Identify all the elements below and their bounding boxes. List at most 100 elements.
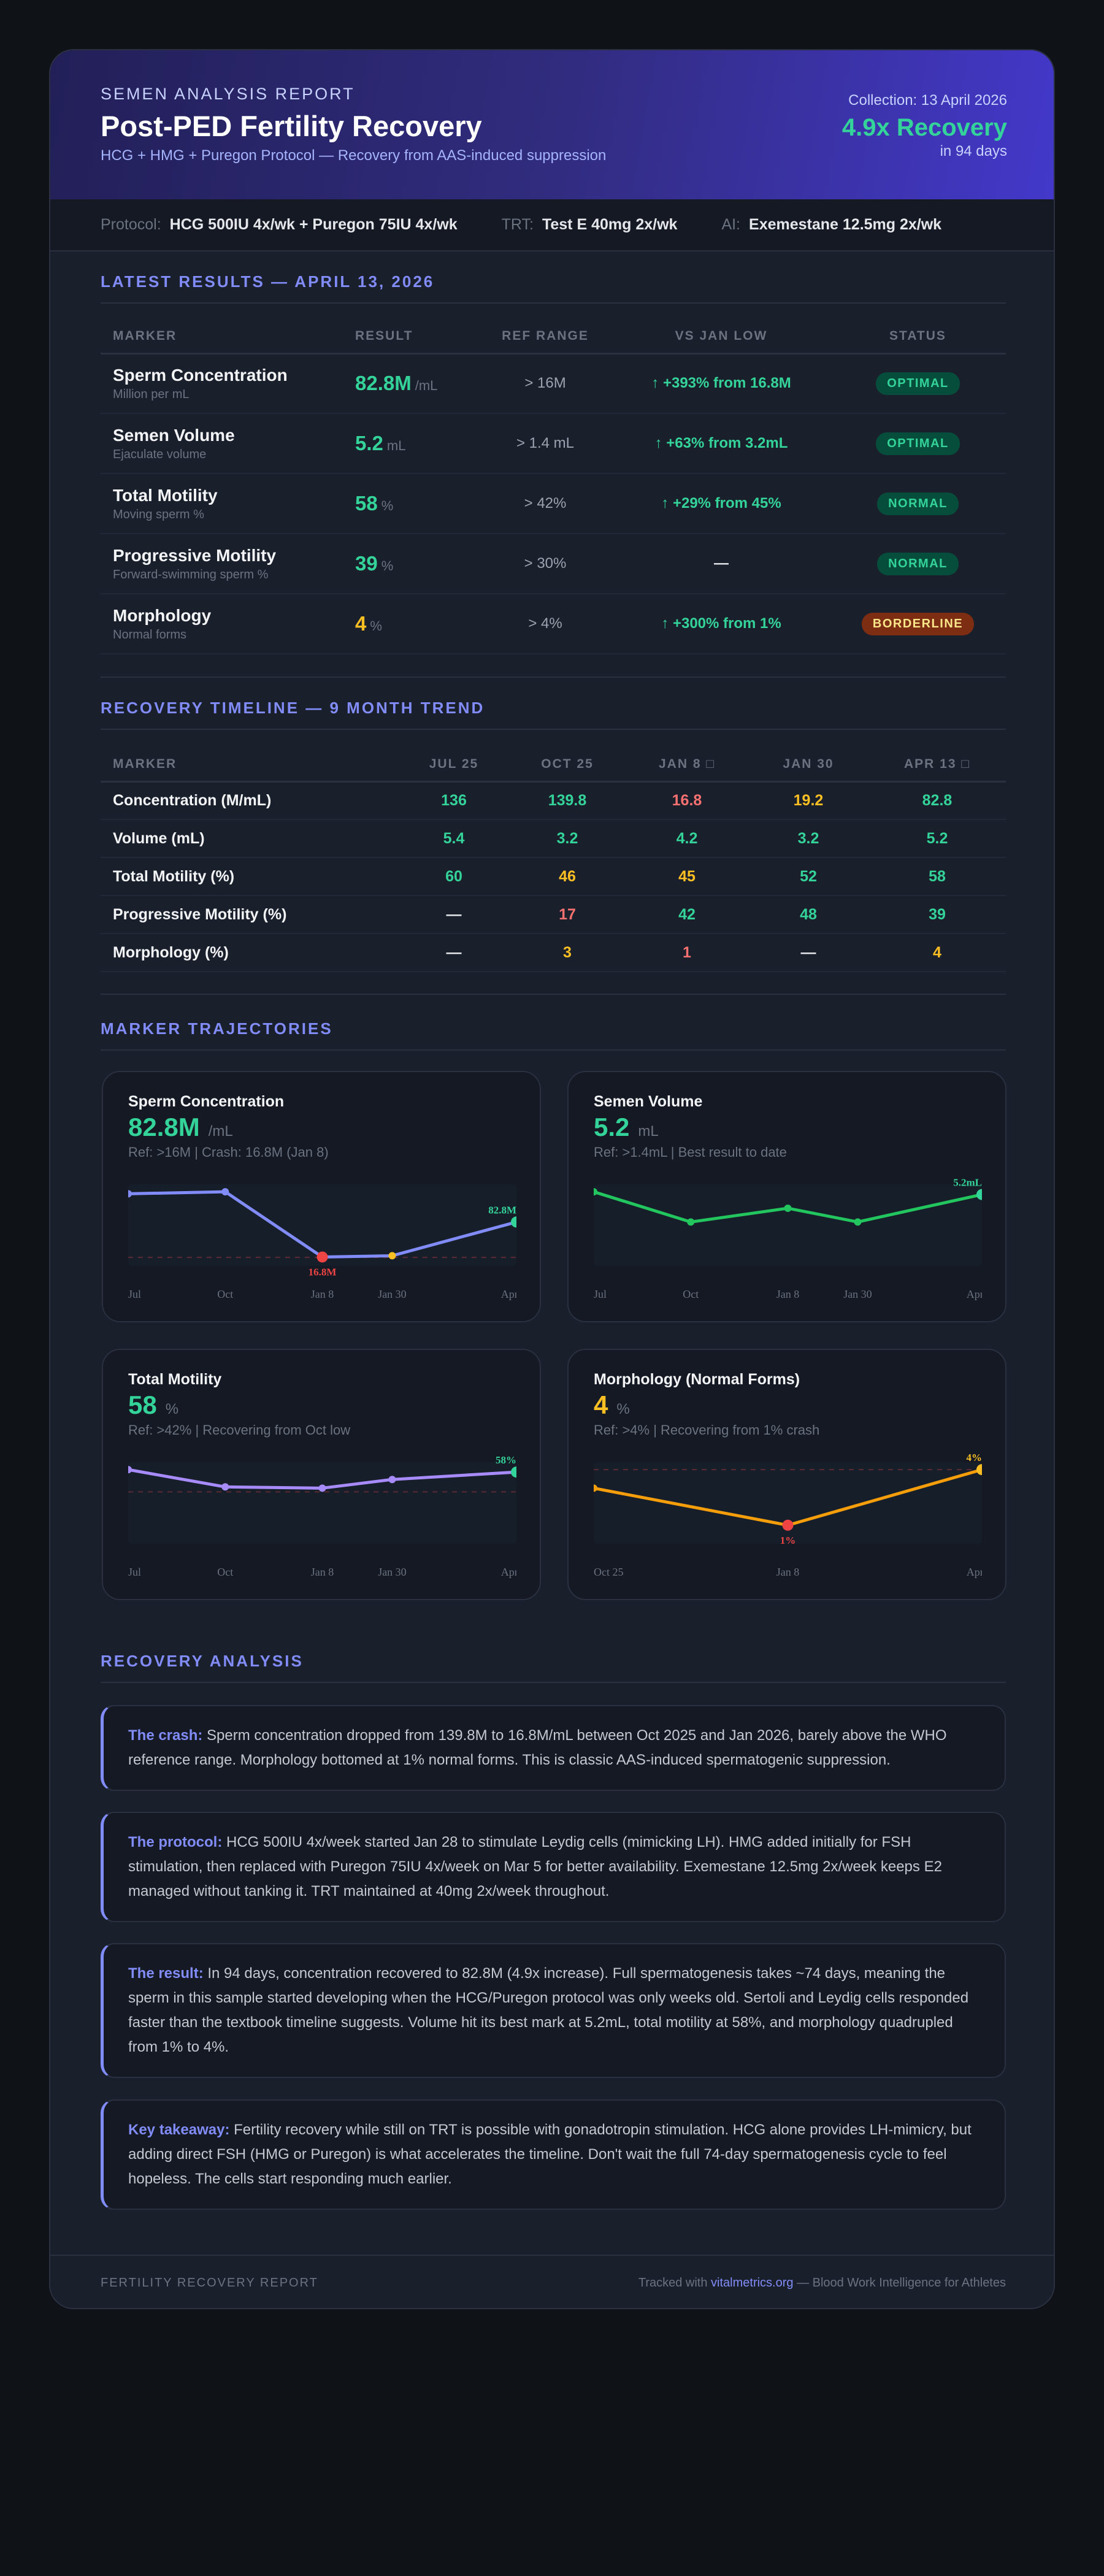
data-point[interactable] xyxy=(511,1466,516,1478)
marker-name: Progressive Motility xyxy=(113,545,277,565)
page-subtitle: HCG + HMG + Puregon Protocol — Recovery … xyxy=(101,147,607,164)
data-point[interactable] xyxy=(318,1484,326,1492)
analysis-lead: The protocol: xyxy=(128,1834,223,1850)
timeline-value: 45 xyxy=(626,857,748,896)
analysis-text: The crash: Sperm concentration dropped f… xyxy=(128,1723,980,1773)
data-point[interactable] xyxy=(388,1252,396,1260)
chart-current-value: 4% xyxy=(594,1390,630,1420)
chart-current-value: 82.8M/mL xyxy=(128,1113,233,1142)
marker-name: Morphology xyxy=(113,605,212,625)
data-point[interactable] xyxy=(316,1251,328,1263)
protocol-value: Exemestane 12.5mg 2x/wk xyxy=(749,216,942,233)
table-row: Total Motility (%) 60 46 45 52 58 xyxy=(101,857,1006,896)
timeline-value: 58 xyxy=(868,857,1006,896)
current-unit: /mL xyxy=(208,1123,233,1140)
data-point[interactable] xyxy=(511,1216,516,1228)
chart-card: Total Motility 58% Ref: >42% | Recovering … xyxy=(102,1349,541,1600)
timeline-value: 3.2 xyxy=(748,819,868,858)
timeline-table: MARKER JUL 25 OCT 25 JAN 8 □ JAN 30 APR 13 □ C… xyxy=(101,748,1006,972)
data-label: 4% xyxy=(967,1454,983,1463)
status-cell: BORDERLINE xyxy=(830,594,1006,654)
protocol-label: TRT: xyxy=(501,216,534,233)
result-cell: 39% xyxy=(343,534,478,594)
result-unit: % xyxy=(381,498,394,513)
x-tick-label: Jan 30 xyxy=(378,1288,407,1300)
ref-range: > 30% xyxy=(478,534,613,594)
marker-description: Forward-swimming sperm % xyxy=(113,567,269,581)
protocol-label: Protocol: xyxy=(101,216,161,233)
x-tick-label: Jan 8 xyxy=(311,1566,334,1578)
data-point[interactable] xyxy=(128,1466,132,1474)
data-point[interactable] xyxy=(784,1204,792,1212)
marker-description: Moving sperm % xyxy=(113,507,204,521)
timeline-value: 39 xyxy=(868,895,1006,934)
x-tick-label: Apr 13 xyxy=(501,1288,516,1300)
result-cell: 4% xyxy=(343,594,478,654)
analysis-card: Key takeaway: Fertility recovery while s… xyxy=(101,2099,1006,2210)
result-value: 39 xyxy=(355,552,378,575)
chart-subtitle: Ref: >42% | Recovering from Oct low xyxy=(128,1422,351,1438)
data-point[interactable] xyxy=(128,1190,132,1198)
data-label: 5.2mL xyxy=(953,1177,982,1189)
x-tick-label: Jan 8 xyxy=(311,1288,334,1300)
collection-date: Collection: 13 April 2026 xyxy=(848,92,1007,109)
result-value: 58 xyxy=(355,492,378,515)
chart-current-value: 58% xyxy=(128,1390,178,1420)
marker-name: Sperm Concentration xyxy=(113,365,288,385)
plot-area xyxy=(128,1184,516,1266)
x-tick-label: Oct xyxy=(217,1288,233,1300)
status-cell: OPTIMAL xyxy=(830,413,1006,474)
data-point[interactable] xyxy=(782,1519,794,1531)
vitalmetrics-link[interactable]: vitalmetrics.org xyxy=(711,2276,794,2290)
plot-area xyxy=(594,1462,982,1544)
footer-title: FERTILITY RECOVERY REPORT xyxy=(101,2276,318,2290)
vs-jan-low: — xyxy=(613,534,830,594)
table-row: Progressive Motility (%) —17 42 48 39 xyxy=(101,895,1006,934)
x-tick-label: Jul xyxy=(128,1566,141,1578)
current-value: 82.8M xyxy=(128,1113,200,1141)
footer-suffix: — Blood Work Intelligence for Athletes xyxy=(793,2276,1006,2290)
column-header: JUL 25 xyxy=(399,748,509,783)
data-point[interactable] xyxy=(976,1189,982,1200)
line-chart: Jul Oct Jan 8 Jan 30 Apr 13 16.8M 82.8M xyxy=(128,1184,516,1300)
footer-prefix: Tracked with xyxy=(638,2276,711,2290)
ref-range: > 16M xyxy=(478,353,613,414)
result-cell: 58% xyxy=(343,473,478,534)
trajectories-heading: MARKER TRAJECTORIES xyxy=(101,1019,1006,1051)
timeline-value: 52 xyxy=(748,857,868,896)
column-header: APR 13 □ xyxy=(868,748,1006,783)
protocol-bar: Protocol: HCG 500IU 4x/wk + Puregon 75IU … xyxy=(50,199,1054,251)
data-point[interactable] xyxy=(221,1483,229,1491)
section-divider xyxy=(101,677,1006,678)
analysis-body: HCG 500IU 4x/week started Jan 28 to stim… xyxy=(128,1834,942,1899)
protocol-value: Test E 40mg 2x/wk xyxy=(542,216,678,233)
table-row: Morphology Normal forms 4% > 4% ↑ +300% from… xyxy=(101,594,1006,654)
status-badge: OPTIMAL xyxy=(876,372,960,395)
data-point[interactable] xyxy=(687,1218,695,1226)
data-label: 16.8M xyxy=(309,1266,337,1278)
data-point[interactable] xyxy=(388,1476,396,1484)
status-cell: OPTIMAL xyxy=(830,353,1006,414)
data-point[interactable] xyxy=(594,1188,597,1196)
marker-name: Total Motility (%) xyxy=(101,857,399,896)
analysis-card: The crash: Sperm concentration dropped f… xyxy=(101,1705,1006,1791)
status-badge: NORMAL xyxy=(877,492,959,515)
table-row: Volume (mL) 5.4 3.2 4.2 3.2 5.2 xyxy=(101,819,1006,858)
timeline-value: 1 xyxy=(626,933,748,972)
footer-credit: Tracked with vitalmetrics.org — Blood Wo… xyxy=(638,2276,1006,2290)
data-point[interactable] xyxy=(594,1484,597,1492)
section-divider xyxy=(101,994,1006,995)
column-header: REF RANGE xyxy=(478,320,613,355)
timeline-value: 42 xyxy=(626,895,748,934)
analysis-lead: Key takeaway: xyxy=(128,2122,230,2138)
data-point[interactable] xyxy=(976,1464,982,1476)
chart-card: Semen Volume 5.2 mL Ref: >1.4mL | Best resu… xyxy=(567,1071,1006,1322)
timeline-value: 4.2 xyxy=(626,819,748,858)
x-tick-label: Jul xyxy=(594,1288,607,1300)
marker-cell: Semen Volume Ejaculate volume xyxy=(101,413,343,474)
marker-cell: Progressive Motility Forward-swimming spe… xyxy=(101,534,343,594)
report-card: SEMEN ANALYSIS REPORT Post-PED Fertility… xyxy=(49,49,1055,2309)
data-point[interactable] xyxy=(854,1218,862,1226)
line-chart: Oct 25 Jan 8 Apr 13 1% 4% xyxy=(594,1454,983,1578)
data-point[interactable] xyxy=(221,1188,229,1196)
